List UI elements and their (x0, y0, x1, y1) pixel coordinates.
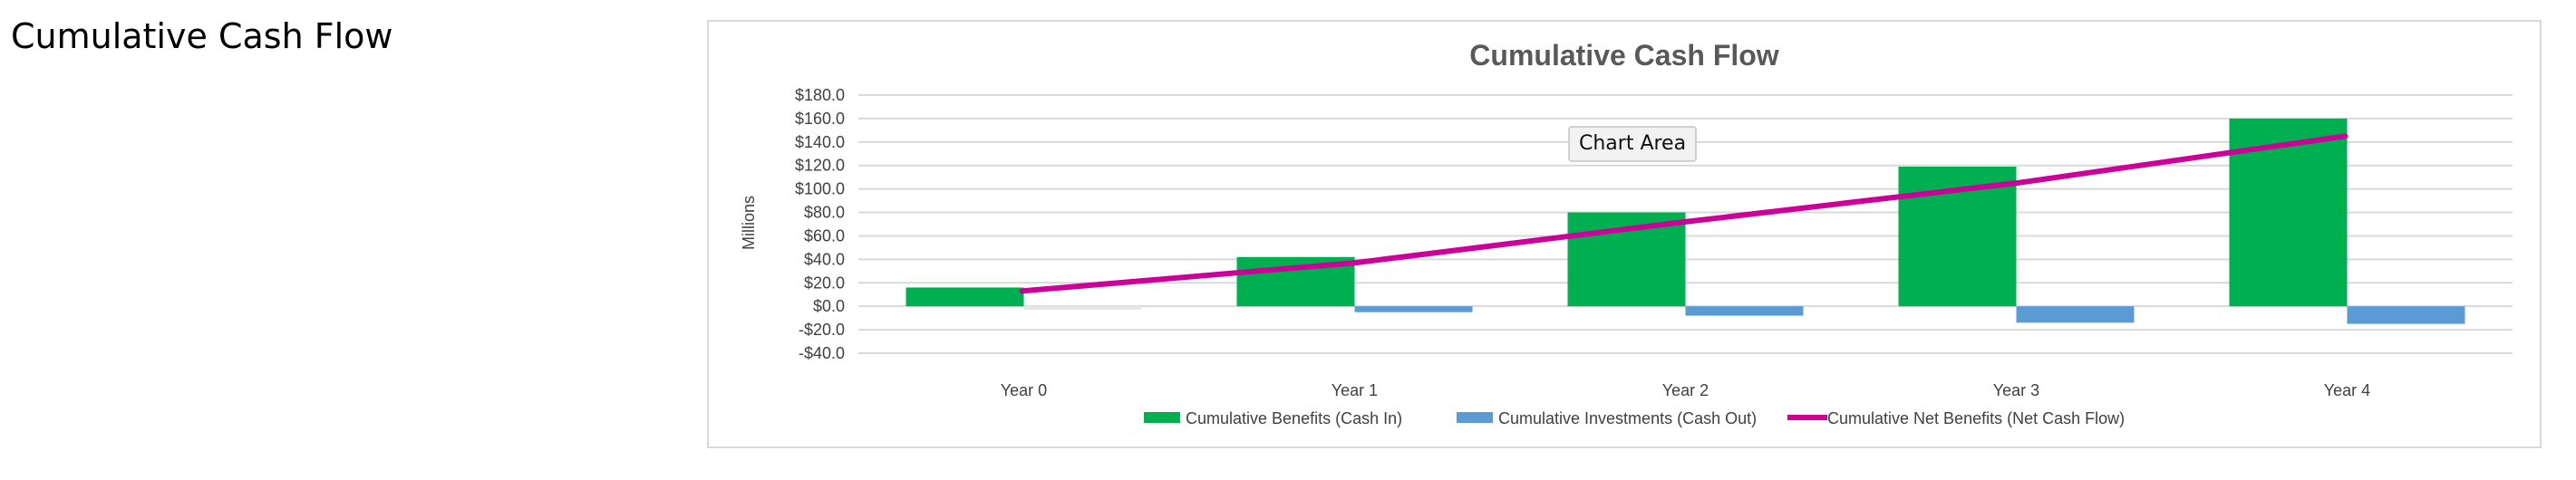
axes: -$40.0 -$20.0 $0.0 $20.0 $40.0 $60.0 $80.0 $100… (795, 86, 2370, 399)
chart-area-tooltip: Chart Area (1568, 126, 1698, 162)
y-tick-label: $140.0 (795, 133, 845, 151)
x-tick-label: Year 0 (1001, 381, 1047, 399)
net-benefits-point (2344, 135, 2347, 138)
x-tick-label: Year 4 (2324, 381, 2370, 399)
chart-title: Cumulative Cash Flow (1469, 39, 1779, 72)
investment-bar[interactable] (2016, 306, 2135, 323)
x-tick-label: Year 2 (1662, 381, 1709, 399)
net-benefits-point (2015, 182, 2018, 185)
chart-area[interactable]: -$40.0 -$20.0 $0.0 $20.0 $40.0 $60.0 $80.0 $100… (707, 20, 2542, 448)
legend: Cumulative Benefits (Cash In) Cumulative … (1144, 409, 2125, 427)
y-tick-label: $20.0 (804, 274, 845, 292)
net-benefits-point (1021, 290, 1023, 293)
investment-bar[interactable] (1023, 306, 1142, 311)
net-line (1019, 133, 2348, 294)
benefit-bar[interactable] (905, 287, 1024, 307)
investment-bar[interactable] (1354, 306, 1473, 312)
y-tick-label: $0.0 (813, 297, 845, 315)
y-tick-label: $80.0 (804, 204, 845, 222)
legend-swatch (1144, 412, 1180, 423)
legend-entry: Cumulative Net Benefits (Net Cash Flow) (1827, 409, 2125, 427)
y-tick-label: -$40.0 (799, 344, 845, 362)
y-tick-label: $60.0 (804, 226, 845, 245)
x-tick-label: Year 3 (1993, 381, 2039, 399)
y-tick-label: $120.0 (795, 157, 845, 175)
legend-entry: Cumulative Benefits (Cash In) (1186, 409, 1402, 427)
y-tick-label: $180.0 (795, 86, 845, 104)
y-axis-label: Millions (740, 196, 758, 250)
investment-bar[interactable] (1685, 306, 1804, 316)
page-heading: Cumulative Cash Flow (11, 16, 393, 56)
legend-swatch (1457, 412, 1493, 423)
cumulative-cash-flow-chart: -$40.0 -$20.0 $0.0 $20.0 $40.0 $60.0 $80.0 $100… (740, 39, 2513, 427)
investment-bar[interactable] (2347, 306, 2465, 324)
y-tick-label: $40.0 (804, 250, 845, 268)
x-tick-label: Year 1 (1332, 381, 1378, 399)
legend-entry: Cumulative Investments (Cash Out) (1498, 409, 1757, 427)
y-tick-label: $160.0 (795, 110, 845, 128)
y-tick-label: -$20.0 (799, 321, 845, 339)
y-tick-label: $100.0 (795, 180, 845, 198)
net-benefits-point (1684, 220, 1687, 223)
net-benefits-point (1353, 262, 1356, 264)
